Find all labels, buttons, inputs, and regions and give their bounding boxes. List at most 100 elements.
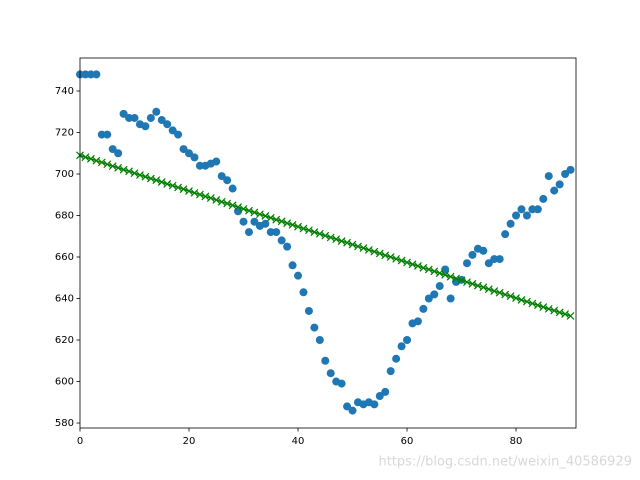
x-marker [108,162,117,171]
x-marker [125,167,133,176]
x-marker [190,188,199,197]
point [92,70,101,79]
x-marker [419,263,428,272]
point [310,323,319,332]
point [190,153,199,162]
point [168,126,177,135]
y-tick-label: 700 [55,169,74,180]
x-marker [490,287,499,295]
x-marker [146,174,155,183]
x-marker [441,270,450,279]
x-marker [136,171,144,179]
point [283,242,292,251]
point [223,176,232,185]
x-marker [457,276,466,285]
axes-frame [79,57,577,429]
point [348,406,357,415]
x-marker [81,153,90,162]
point [462,259,471,268]
point [146,113,155,122]
x-marker [370,247,379,256]
x-marker [315,229,324,238]
y-tick-label: 720 [55,127,74,138]
x-marker [92,156,101,165]
point [550,186,559,195]
point [103,130,112,139]
point [315,336,324,345]
x-marker [414,262,422,270]
point [179,145,188,154]
point [244,228,253,237]
x-marker [223,199,232,208]
x-marker [130,169,139,178]
point [152,107,161,116]
point [517,205,526,214]
point [397,342,406,351]
x-marker [523,297,531,306]
x-marker [484,285,493,294]
x-marker [555,308,564,317]
point [228,184,237,193]
point [114,149,123,158]
x-marker [381,251,390,260]
point [566,165,575,174]
x-marker [212,196,221,204]
x-marker [512,294,520,303]
y-tick-label: 740 [55,86,74,97]
x-marker [337,237,346,245]
point [294,271,303,280]
y-tick-label: 640 [55,294,74,305]
x-marker [479,283,488,292]
x-marker [206,194,215,202]
x-marker [550,306,559,315]
x-marker [179,185,188,194]
x-marker [97,158,106,167]
point [555,180,564,189]
x-marker [168,181,177,190]
x-tick-label: 80 [510,436,523,447]
point [561,170,570,179]
x-marker [201,192,210,201]
x-marker [272,215,281,224]
x-marker [174,183,183,192]
watermark: https://blog.csdn.net/weixin_40586929 [378,455,632,470]
point [430,290,439,299]
x-marker [561,310,570,318]
x-marker [408,260,417,269]
x-marker [321,231,330,240]
point [326,369,335,378]
x-marker [163,180,172,188]
x-marker [517,296,526,304]
x-tick-label: 60 [401,436,414,447]
x-marker [332,235,341,244]
x-marker [359,244,368,253]
x-marker [435,269,444,278]
x-marker [446,272,455,281]
x-marker [277,217,286,226]
x-marker [103,160,112,169]
x-marker [119,165,128,174]
x-marker [234,203,242,211]
point [288,261,297,270]
x-tick-label: 40 [292,436,305,447]
point [108,145,117,154]
x-marker [495,288,504,297]
x-marker [452,274,461,283]
point [413,317,422,326]
point [403,336,412,345]
x-marker [501,290,510,299]
point [141,122,150,131]
point [163,120,172,129]
x-marker [86,154,95,163]
point [250,217,259,226]
y-tick-label: 620 [55,335,74,346]
x-marker [228,201,237,210]
x-marker [152,176,161,185]
x-marker [375,249,384,258]
y-tick-label: 680 [55,211,74,222]
x-marker [141,172,150,181]
point [522,211,531,220]
x-marker [463,278,471,287]
